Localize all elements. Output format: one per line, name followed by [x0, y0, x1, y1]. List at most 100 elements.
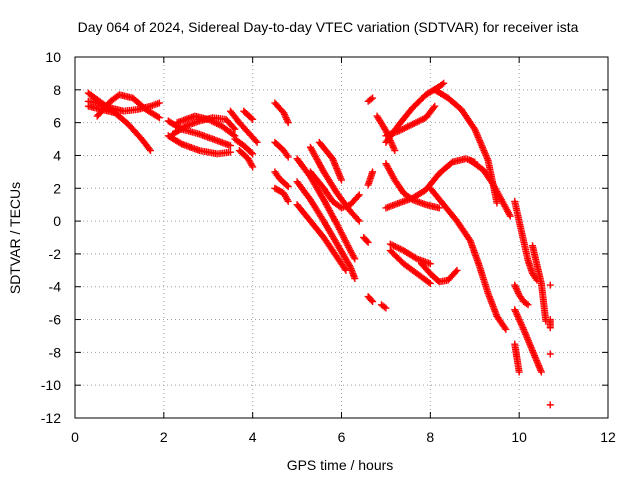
data-point-marker [284, 183, 292, 191]
data-point-marker [425, 278, 433, 286]
series-pass-j [231, 135, 257, 158]
data-point-marker [380, 303, 388, 311]
data-point-marker [355, 217, 363, 225]
data-point-marker [247, 114, 255, 122]
data-point-marker [430, 104, 438, 112]
data-point-marker [252, 137, 260, 145]
data-point-marker [453, 266, 461, 274]
data-point-marker [382, 304, 390, 312]
data-point-marker [465, 235, 473, 243]
data-point-marker [284, 153, 292, 161]
y-axis-title: SDTVAR / TECUs [7, 182, 23, 294]
y-tick-label: 10 [45, 49, 61, 65]
series-pass-am [511, 197, 541, 284]
x-tick-label: 6 [338, 429, 346, 445]
series-pass-l [240, 107, 257, 123]
series-pass-ap [511, 340, 523, 376]
data-point-marker [546, 324, 554, 332]
series-pass-e [164, 132, 234, 158]
data-point-marker [283, 181, 291, 189]
data-point-marker [381, 125, 389, 133]
data-point-marker [506, 212, 514, 220]
data-point-marker [523, 300, 531, 308]
data-point-marker [155, 114, 163, 122]
data-point-marker [176, 139, 184, 147]
series-pass-y [364, 168, 377, 189]
series-pass-z [360, 234, 372, 246]
data-point-marker [515, 368, 523, 376]
data-point-marker [369, 297, 377, 305]
x-axis-title: GPS time / hours [287, 457, 394, 473]
y-tick-label: 6 [53, 115, 61, 131]
series-pass-at [546, 350, 554, 358]
data-point-marker [355, 191, 363, 199]
data-point-marker [431, 102, 439, 110]
y-tick-label: -12 [41, 410, 61, 426]
series-pass-q [293, 155, 359, 263]
series-pass-s [293, 201, 350, 274]
series-pass-t [306, 168, 363, 212]
y-tick-label: -2 [49, 246, 62, 262]
series-pass-m [271, 99, 292, 127]
data-point-marker [351, 255, 359, 263]
data-point-marker [524, 301, 532, 309]
y-tick-label: 2 [53, 180, 61, 196]
data-point-marker [181, 123, 189, 131]
data-point-marker [341, 265, 349, 273]
data-point-marker [154, 113, 162, 121]
y-tick-label: 8 [53, 82, 61, 98]
data-points [84, 79, 554, 409]
data-point-marker [426, 279, 434, 287]
data-point-marker [231, 125, 239, 133]
data-point-marker [249, 163, 257, 171]
data-point-marker [249, 150, 257, 158]
data-point-marker [249, 115, 257, 123]
data-point-marker [440, 79, 448, 87]
series-pass-o [271, 168, 292, 191]
data-point-marker [412, 254, 420, 262]
x-tick-label: 8 [426, 429, 434, 445]
data-point-marker [502, 325, 510, 333]
data-point-marker [546, 401, 554, 409]
axis-ticks [74, 56, 609, 419]
series-pass-x [364, 293, 377, 305]
series-pass-as [546, 316, 554, 332]
data-point-marker [391, 147, 399, 155]
data-point-marker [369, 168, 377, 176]
data-point-marker [435, 204, 443, 212]
data-point-marker [253, 138, 261, 146]
data-point-marker [147, 147, 155, 155]
x-tick-label: 4 [249, 429, 257, 445]
y-tick-label: -10 [41, 377, 61, 393]
series-pass-ad [382, 155, 479, 212]
y-tick-label: 0 [53, 213, 61, 229]
series-pass-w [364, 94, 377, 105]
series-pass-af [386, 247, 434, 287]
data-point-marker [345, 262, 353, 270]
data-point-marker [493, 199, 501, 207]
data-point-marker [230, 124, 238, 132]
x-tick-label: 0 [71, 429, 79, 445]
data-point-marker [354, 192, 362, 200]
data-point-marker [501, 324, 509, 332]
y-tick-labels: -12 -10 -8 -6 -4 -2 0 2 4 6 8 10 [41, 49, 61, 426]
series-pass-d [84, 102, 119, 117]
data-point-marker [438, 80, 446, 88]
series-pass-al [417, 260, 461, 286]
series-pass-au [546, 401, 554, 409]
data-point-marker [354, 216, 362, 224]
data-point-marker [351, 275, 359, 283]
data-point-marker [284, 119, 292, 127]
data-point-marker [364, 238, 372, 246]
series-pass-aj [466, 156, 514, 220]
series-pass-r [293, 178, 359, 283]
series-pass-an [511, 281, 532, 309]
series-pass-ai [431, 86, 501, 207]
series-pass-ag [382, 160, 443, 212]
series-pass-aq [528, 242, 550, 325]
series-pass-c [93, 91, 163, 122]
data-point-marker [369, 94, 377, 102]
x-tick-label: 10 [511, 429, 527, 445]
series-pass-aa [377, 301, 390, 312]
data-point-marker [367, 95, 375, 103]
